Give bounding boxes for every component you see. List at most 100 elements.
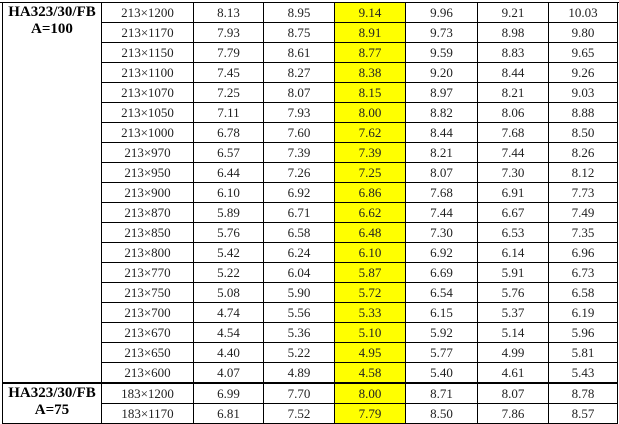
size-cell: 213×1150 xyxy=(101,42,194,63)
value-cell: 7.70 xyxy=(263,382,335,404)
value-cell: 7.25 xyxy=(193,82,264,103)
value-cell: 8.97 xyxy=(405,82,478,103)
value-cell: 8.71 xyxy=(405,382,478,404)
value-cell: 8.83 xyxy=(477,42,549,63)
value-cell: 6.67 xyxy=(477,202,549,223)
value-cell: 7.60 xyxy=(263,122,335,143)
value-cell: 6.81 xyxy=(193,403,264,424)
value-cell: 8.44 xyxy=(477,62,549,83)
table-row: 213×850 5.76 6.58 6.48 7.30 6.53 7.35 xyxy=(3,222,618,243)
value-cell: 8.07 xyxy=(263,82,335,103)
highlighted-value-cell: 7.25 xyxy=(334,162,406,183)
value-cell: 7.68 xyxy=(405,182,478,203)
value-cell: 6.54 xyxy=(405,282,478,303)
value-cell: 4.74 xyxy=(193,302,264,323)
value-cell: 4.61 xyxy=(477,362,549,384)
value-cell: 7.68 xyxy=(477,122,549,143)
value-cell: 8.21 xyxy=(477,82,549,103)
value-cell: 4.99 xyxy=(477,342,549,363)
highlighted-value-cell: 7.79 xyxy=(334,403,406,424)
table-row: 213×970 6.57 7.39 7.39 8.21 7.44 8.26 xyxy=(3,142,618,163)
value-cell: 5.37 xyxy=(477,302,549,323)
value-cell: 9.65 xyxy=(548,42,618,63)
group-model: HA323/30/FB xyxy=(8,4,96,20)
value-cell: 8.78 xyxy=(548,382,618,404)
value-cell: 5.92 xyxy=(405,322,478,343)
value-cell: 9.96 xyxy=(405,2,478,23)
value-cell: 7.79 xyxy=(193,42,264,63)
value-cell: 5.56 xyxy=(263,302,335,323)
highlighted-value-cell: 5.87 xyxy=(334,262,406,283)
highlighted-value-cell: 6.48 xyxy=(334,222,406,243)
value-cell: 6.57 xyxy=(193,142,264,163)
value-cell: 9.59 xyxy=(405,42,478,63)
value-cell: 7.86 xyxy=(477,403,549,424)
value-cell: 5.81 xyxy=(548,342,618,363)
value-cell: 8.07 xyxy=(477,382,549,404)
value-cell: 7.39 xyxy=(263,142,335,163)
value-cell: 7.93 xyxy=(193,22,264,43)
highlighted-value-cell: 5.72 xyxy=(334,282,406,303)
value-cell: 6.10 xyxy=(193,182,264,203)
value-cell: 5.89 xyxy=(193,202,264,223)
value-cell: 5.14 xyxy=(477,322,549,343)
value-cell: 8.07 xyxy=(405,162,478,183)
table-row: 213×750 5.08 5.90 5.72 6.54 5.76 6.58 xyxy=(3,282,618,303)
size-cell: 213×1170 xyxy=(101,22,194,43)
value-cell: 6.96 xyxy=(548,242,618,263)
size-cell: 213×770 xyxy=(101,262,194,283)
value-cell: 10.03 xyxy=(548,2,618,23)
size-cell: 183×1200 xyxy=(101,382,194,404)
size-cell: 213×1100 xyxy=(101,62,194,83)
value-cell: 6.19 xyxy=(548,302,618,323)
table-row: 213×770 5.22 6.04 5.87 6.69 5.91 6.73 xyxy=(3,262,618,283)
value-cell: 5.77 xyxy=(405,342,478,363)
value-cell: 6.71 xyxy=(263,202,335,223)
highlighted-value-cell: 8.91 xyxy=(334,22,406,43)
size-cell: 213×850 xyxy=(101,222,194,243)
size-cell: 213×800 xyxy=(101,242,194,263)
table-row: 213×950 6.44 7.26 7.25 8.07 7.30 8.12 xyxy=(3,162,618,183)
value-cell: 4.89 xyxy=(263,362,335,384)
value-cell: 6.04 xyxy=(263,262,335,283)
value-cell: 7.30 xyxy=(405,222,478,243)
value-cell: 5.40 xyxy=(405,362,478,384)
highlighted-value-cell: 7.39 xyxy=(334,142,406,163)
value-cell: 8.21 xyxy=(405,142,478,163)
value-cell: 5.76 xyxy=(477,282,549,303)
value-cell: 6.15 xyxy=(405,302,478,323)
size-cell: 213×1200 xyxy=(101,2,194,23)
size-cell: 213×900 xyxy=(101,182,194,203)
value-cell: 6.73 xyxy=(548,262,618,283)
value-cell: 5.76 xyxy=(193,222,264,243)
table-row: 213×1170 7.93 8.75 8.91 9.73 8.98 9.80 xyxy=(3,22,618,43)
table-row: 213×800 5.42 6.24 6.10 6.92 6.14 6.96 xyxy=(3,242,618,263)
value-cell: 5.22 xyxy=(263,342,335,363)
value-cell: 4.54 xyxy=(193,322,264,343)
table-row: HA323/30/FB A=75 183×1200 6.99 7.70 8.00 8.71 8… xyxy=(2,382,618,424)
size-cell: 213×700 xyxy=(101,302,194,323)
highlighted-value-cell: 9.14 xyxy=(334,2,406,23)
value-cell: 9.21 xyxy=(477,2,549,23)
value-cell: 7.11 xyxy=(193,102,264,123)
size-cell: 213×750 xyxy=(101,282,194,303)
highlighted-value-cell: 6.10 xyxy=(334,242,406,263)
value-cell: 7.30 xyxy=(477,162,549,183)
size-cell: 213×1070 xyxy=(101,82,194,103)
size-cell: 183×1170 xyxy=(101,403,194,424)
highlighted-value-cell: 8.00 xyxy=(334,382,406,404)
value-cell: 8.88 xyxy=(548,102,618,123)
value-cell: 6.99 xyxy=(193,382,264,404)
value-cell: 5.43 xyxy=(548,362,618,384)
highlighted-value-cell: 8.38 xyxy=(334,62,406,83)
size-cell: 213×650 xyxy=(101,342,194,363)
value-cell: 5.42 xyxy=(193,242,264,263)
value-cell: 6.58 xyxy=(263,222,335,243)
value-cell: 5.08 xyxy=(193,282,264,303)
value-cell: 5.91 xyxy=(477,262,549,283)
highlighted-value-cell: 8.77 xyxy=(334,42,406,63)
value-cell: 8.27 xyxy=(263,62,335,83)
value-cell: 7.93 xyxy=(263,102,335,123)
group-param: A=100 xyxy=(31,21,73,37)
value-cell: 7.45 xyxy=(193,62,264,83)
